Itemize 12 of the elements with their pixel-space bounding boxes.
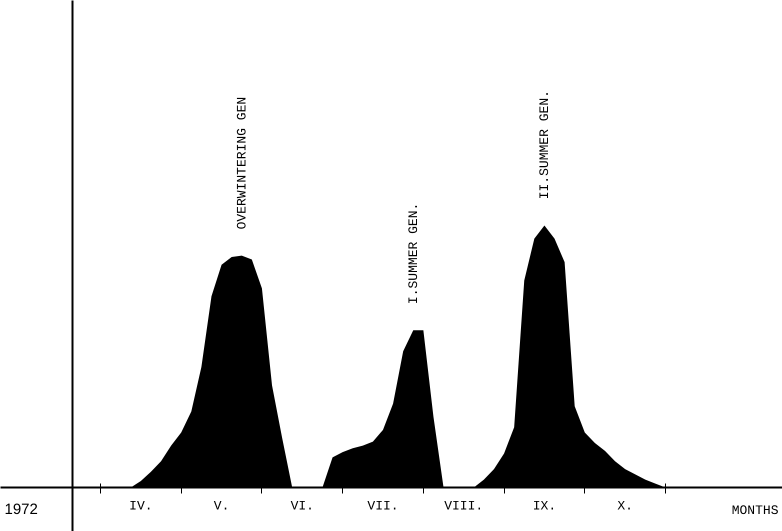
x-tick-label: VIII. (444, 498, 484, 514)
x-tick-label: VI. (290, 498, 314, 514)
x-axis-title: MONTHS (732, 503, 779, 518)
x-tick-label: V. (214, 498, 230, 514)
x-tick-label: X. (617, 498, 633, 514)
text: II.SUMMER GEN. (536, 90, 552, 200)
x-tick-label: IX. (532, 498, 556, 514)
text: I.SUMMER GEN. (406, 202, 421, 304)
x-tick-label: VII. (367, 498, 399, 514)
text: OVERWINTERING GEN (234, 96, 250, 230)
x-tick-label: IV. (129, 498, 153, 514)
text: 1972 (4, 501, 38, 518)
